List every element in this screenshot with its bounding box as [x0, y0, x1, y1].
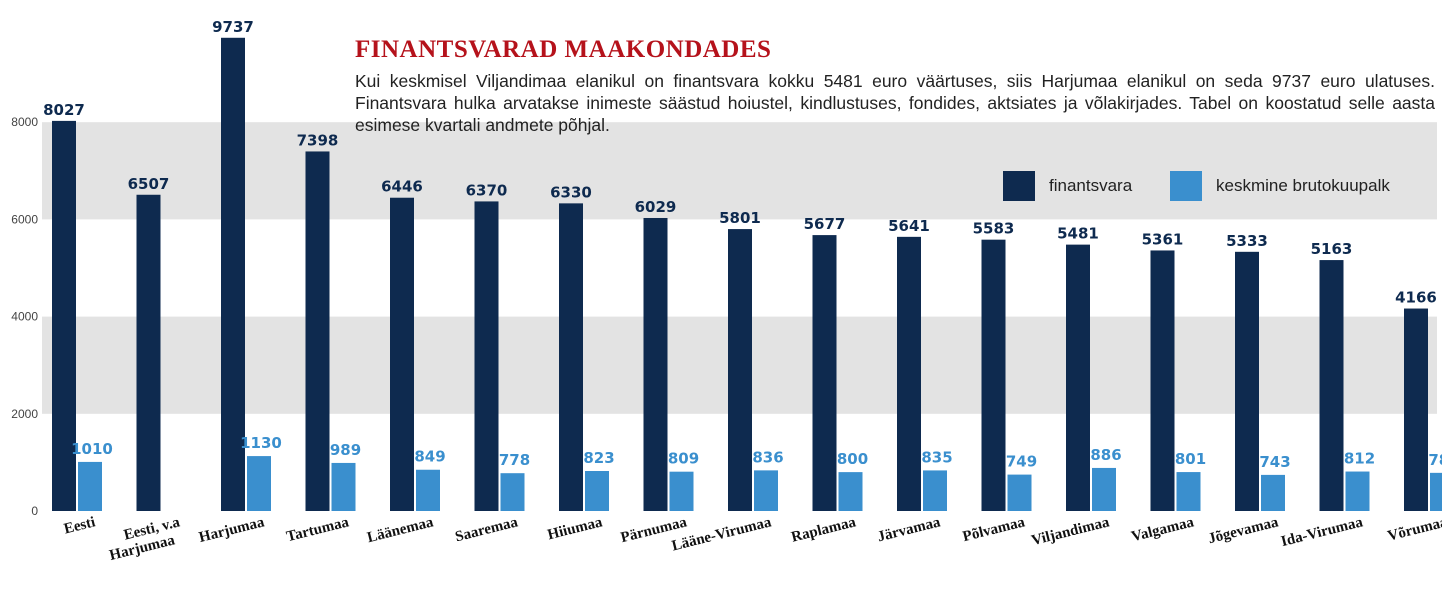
chart-description: Kui keskmisel Viljandimaa elanikul on fi… [355, 71, 1435, 135]
value-label-finantsvara: 6507 [128, 175, 170, 193]
category-label: Põlvamaa [961, 514, 1027, 545]
value-label-finantsvara: 6370 [466, 181, 508, 199]
bar-brutokuupalk [416, 469, 440, 511]
bar-finantsvara [897, 236, 921, 511]
bar-brutokuupalk [838, 472, 863, 511]
y-tick-label: 2000 [11, 407, 38, 421]
bar-brutokuupalk [78, 461, 102, 511]
bar-brutokuupalk [1261, 474, 1285, 511]
category-label: Raplamaa [790, 514, 858, 546]
y-axis: 0 2000 4000 6000 8000 [11, 115, 38, 518]
y-tick-label: 6000 [11, 212, 38, 226]
value-label-brutokuupalk: 1130 [240, 434, 282, 452]
value-label-brutokuupalk: 836 [752, 448, 783, 466]
value-label-finantsvara: 6446 [381, 178, 423, 196]
category-label: Hiiumaa [546, 514, 605, 543]
category-label: Võrumaa [1386, 514, 1442, 544]
value-label-brutokuupalk: 809 [668, 450, 699, 468]
value-label-brutokuupalk: 823 [583, 449, 614, 467]
bar-brutokuupalk [1430, 472, 1442, 511]
category-label: Eesti [62, 514, 97, 537]
value-label-finantsvara: 5361 [1142, 230, 1184, 248]
value-label-brutokuupalk: 812 [1344, 450, 1375, 468]
value-label-brutokuupalk: 835 [921, 448, 952, 466]
value-label-finantsvara: 5333 [1226, 232, 1268, 250]
legend-swatch-brutokuupalk [1170, 171, 1202, 201]
bar-finantsvara [136, 194, 161, 511]
value-label-finantsvara: 6330 [550, 183, 592, 201]
category-label: Harjumaa [197, 514, 266, 546]
legend-swatch-finantsvara [1003, 171, 1035, 201]
value-label-finantsvara: 5583 [973, 220, 1015, 238]
bar-finantsvara [728, 229, 752, 511]
chart-title: FINANTSVARAD MAAKONDADES [355, 36, 772, 63]
legend-label-brutokuupalk: keskmine brutokuupalk [1216, 176, 1390, 195]
bar-brutokuupalk [1176, 472, 1201, 511]
bar-brutokuupalk [1092, 467, 1116, 511]
bars [52, 37, 1442, 512]
value-label-finantsvara: 9737 [212, 18, 254, 36]
bar-finantsvara [981, 239, 1006, 511]
value-label-brutokuupalk: 801 [1175, 450, 1206, 468]
legend-item-finantsvara: finantsvara [1003, 171, 1132, 201]
category-label: Järvamaa [876, 514, 943, 545]
value-label-brutokuupalk: 785 [1428, 451, 1442, 469]
y-tick-label: 0 [31, 504, 38, 518]
bar-brutokuupalk [1007, 474, 1032, 511]
bar-finantsvara [559, 203, 583, 511]
bar-finantsvara [221, 37, 245, 511]
value-label-brutokuupalk: 800 [837, 450, 868, 468]
bar-finantsvara [1066, 244, 1090, 511]
bar-brutokuupalk [585, 471, 609, 511]
y-tick-label: 4000 [11, 310, 38, 324]
bar-finantsvara [305, 151, 330, 511]
value-label-brutokuupalk: 989 [330, 441, 361, 459]
value-label-brutokuupalk: 1010 [71, 440, 113, 458]
bar-finantsvara [643, 217, 668, 511]
y-tick-label: 8000 [11, 115, 38, 129]
bar-finantsvara [1319, 260, 1344, 511]
value-label-brutokuupalk: 743 [1259, 453, 1290, 471]
legend-label-finantsvara: finantsvara [1049, 176, 1133, 195]
bar-finantsvara [1235, 251, 1259, 511]
value-label-finantsvara: 6029 [635, 198, 677, 216]
category-label: Läänemaa [366, 514, 436, 546]
bar-finantsvara [52, 120, 76, 511]
bar-brutokuupalk [669, 471, 694, 511]
value-label-finantsvara: 5641 [888, 217, 930, 235]
bar-brutokuupalk [247, 456, 271, 511]
value-label-brutokuupalk: 849 [414, 448, 445, 466]
value-label-finantsvara: 4166 [1395, 289, 1437, 307]
bar-finantsvara [812, 235, 837, 512]
bar-brutokuupalk [754, 470, 778, 511]
bar-brutokuupalk [331, 462, 356, 511]
band-1 [42, 122, 1437, 220]
legend-item-brutokuupalk: keskmine brutokuupalk [1170, 171, 1390, 201]
bar-finantsvara [1404, 308, 1428, 511]
bar-brutokuupalk [1345, 471, 1370, 511]
bar-brutokuupalk [923, 470, 947, 511]
value-label-finantsvara: 5677 [804, 215, 846, 233]
category-label: Ida-Virumaa [1279, 514, 1364, 550]
category-label: Viljandimaa [1030, 514, 1111, 549]
value-label-finantsvara: 5481 [1057, 225, 1099, 243]
value-labels: 8027 1010 6507 9737 1130 7398 989 6446 849 6370 77… [43, 18, 1442, 471]
category-label: Jõgevamaa [1207, 514, 1281, 547]
category-label: Saaremaa [454, 514, 520, 545]
value-label-finantsvara: 8027 [43, 101, 85, 119]
value-label-brutokuupalk: 886 [1090, 446, 1121, 464]
value-label-finantsvara: 7398 [297, 131, 339, 149]
value-label-brutokuupalk: 778 [499, 451, 530, 469]
category-label: Tartumaa [285, 514, 351, 545]
bar-finantsvara [1150, 250, 1175, 512]
value-label-brutokuupalk: 749 [1006, 453, 1037, 471]
bar-finantsvara [474, 201, 499, 511]
value-label-finantsvara: 5801 [719, 209, 761, 227]
bar-brutokuupalk [500, 473, 525, 511]
value-label-finantsvara: 5163 [1311, 240, 1353, 258]
category-label: Valgamaa [1130, 514, 1196, 545]
bar-finantsvara [390, 197, 414, 511]
